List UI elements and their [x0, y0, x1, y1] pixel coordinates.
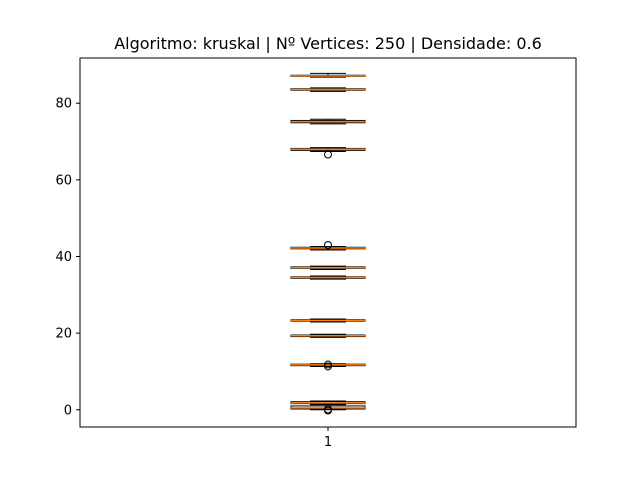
y-tick-label: 40: [55, 250, 72, 265]
box-8: [290, 333, 366, 338]
y-tick-label: 60: [55, 173, 72, 188]
y-axis: 0 20 40 60 80: [55, 97, 80, 418]
box-7: [290, 318, 366, 323]
axes-frame: [79, 57, 577, 428]
y-tick-label: 80: [55, 97, 72, 112]
plot-area: [290, 72, 366, 415]
outlier-point: [324, 360, 332, 369]
box-3: [290, 147, 366, 159]
outlier-point: [324, 240, 332, 249]
box-2: [290, 118, 366, 125]
x-axis: 1: [324, 427, 332, 450]
outlier-point: [324, 405, 332, 414]
chart-title: Algoritmo: kruskal | Nº Vertices: 250 | …: [114, 34, 542, 53]
x-tick-label: 1: [324, 435, 332, 450]
box-9: [290, 360, 366, 371]
box-6: [290, 275, 366, 280]
box-4: [290, 240, 366, 251]
box-0: [290, 72, 366, 78]
y-tick-label: 20: [55, 327, 72, 342]
box-11: [290, 404, 366, 415]
outlier-point: [324, 150, 332, 159]
box-10: [290, 400, 366, 405]
box-5: [290, 265, 366, 271]
y-tick-label: 0: [64, 403, 72, 418]
box-1: [290, 87, 366, 92]
